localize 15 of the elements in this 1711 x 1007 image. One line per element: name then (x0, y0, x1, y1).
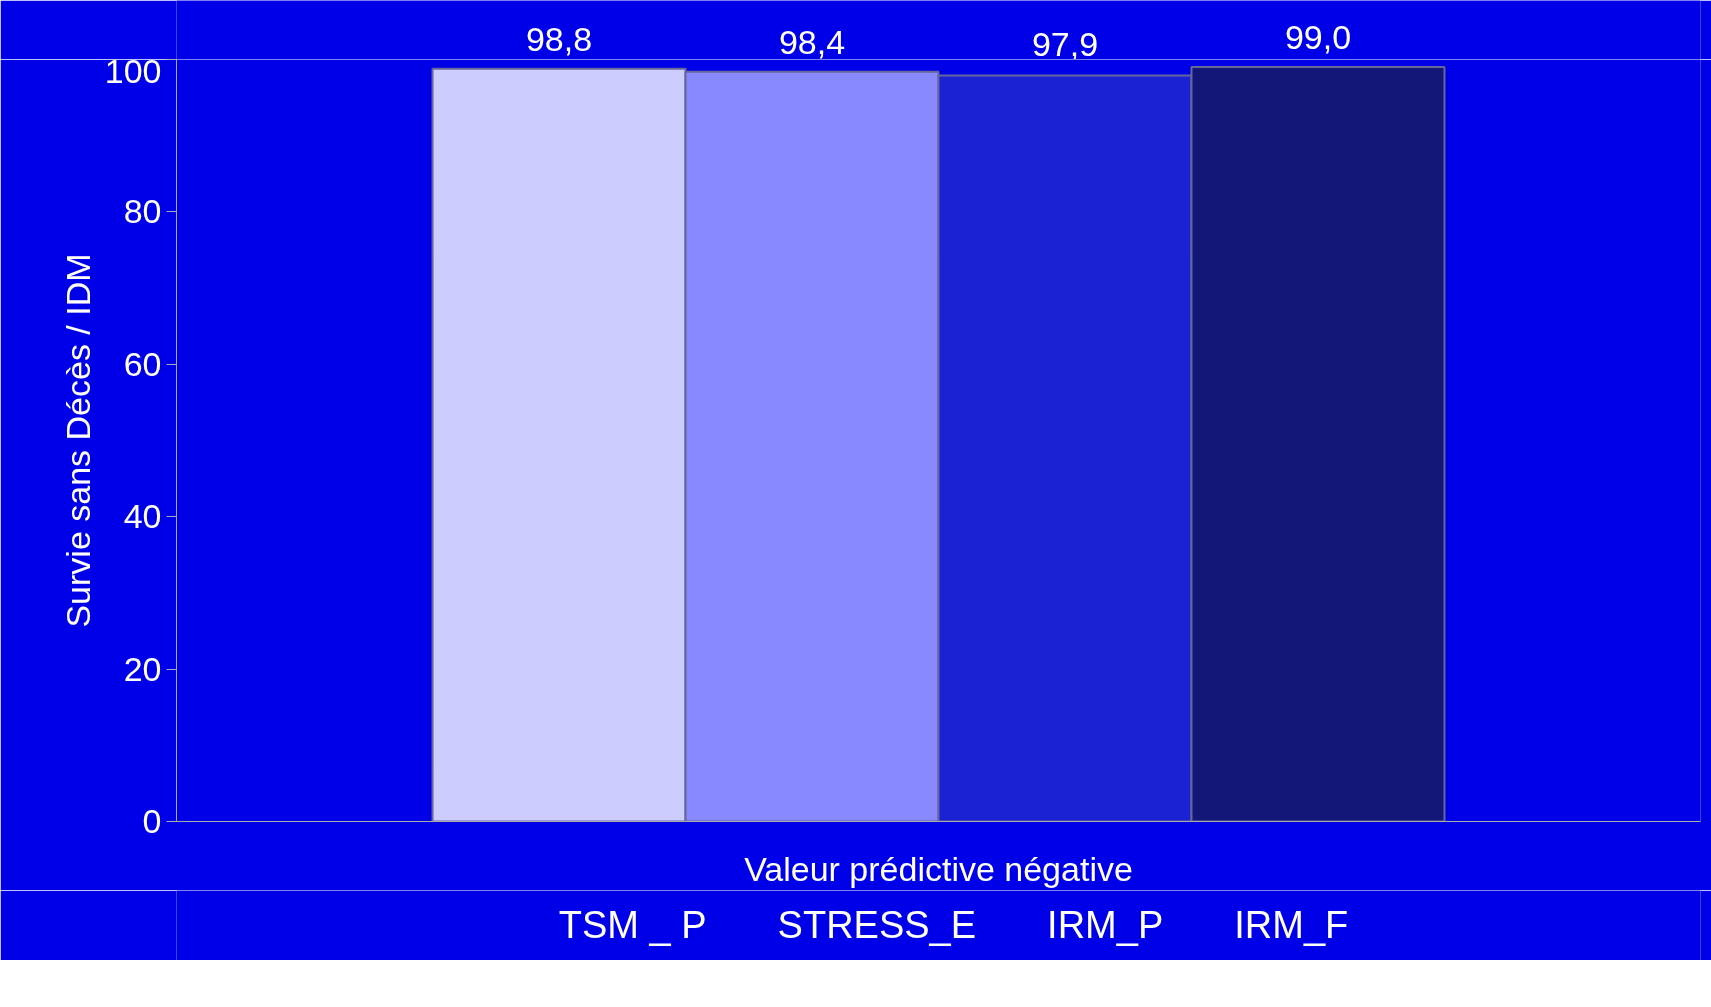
data-label: 98,8 (525, 19, 593, 58)
text: STRESS_E (777, 903, 977, 947)
x-tick-label: Valeur prédictive négative (744, 849, 1133, 888)
y-tick-label: 40 (123, 497, 162, 536)
data-label: 99,0 (1284, 18, 1352, 57)
y-tick-label: 80 (123, 192, 162, 231)
y-tick-label: 20 (123, 649, 162, 688)
text: TSM _ P (558, 903, 707, 947)
text: IRM_F (1234, 903, 1349, 947)
y-axis-title: Survie sans Décès / IDM (58, 253, 97, 628)
data-label: 98,4 (778, 22, 846, 61)
y-tick-label: 60 (123, 344, 162, 383)
y-tick-label: 100 (104, 51, 162, 90)
text: IRM_P (1047, 903, 1164, 947)
y-tick-label: 0 (142, 802, 162, 840)
